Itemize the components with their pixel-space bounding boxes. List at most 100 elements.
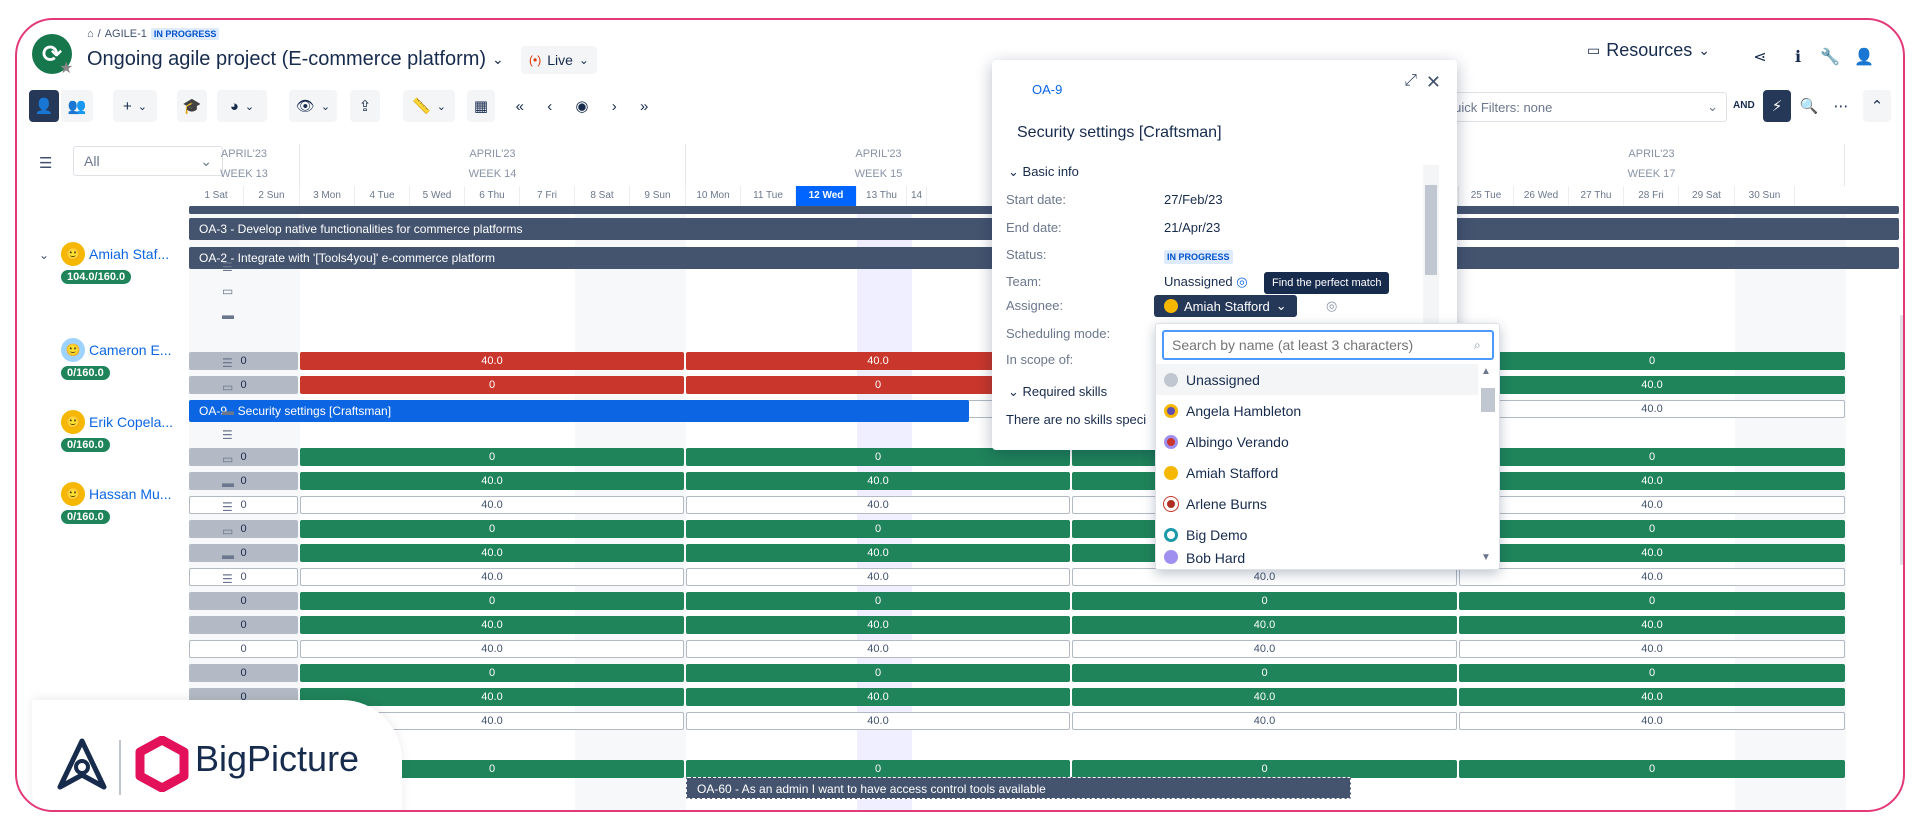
summary-icon[interactable]: ▬ xyxy=(222,404,234,418)
allocation-cell[interactable]: 40.0 xyxy=(686,352,1070,370)
allocation-cell[interactable]: 0 xyxy=(189,640,298,658)
required-skills-section[interactable]: ⌄ Required skills xyxy=(1008,384,1107,400)
person-amiah[interactable]: 🙂 Amiah Staf... xyxy=(61,242,169,266)
start-date-value[interactable]: 27/Feb/23 xyxy=(1164,192,1223,207)
allocation-cell[interactable]: 40.0 xyxy=(1459,568,1845,586)
task-list-icon[interactable]: ☰ xyxy=(222,428,233,442)
allocation-cell[interactable]: 40.0 xyxy=(300,472,684,490)
allocation-cell[interactable]: 0 xyxy=(1459,448,1845,466)
allocation-cell[interactable]: 40.0 xyxy=(1072,616,1457,634)
allocation-cell[interactable]: 40.0 xyxy=(300,712,684,730)
allocation-cell[interactable]: 0 xyxy=(1459,760,1845,778)
allocation-cell[interactable]: 40.0 xyxy=(1459,400,1845,418)
allocation-cell[interactable]: 40.0 xyxy=(1459,640,1845,658)
status-value[interactable]: IN PROGRESS xyxy=(1164,248,1233,264)
and-toggle[interactable]: AND xyxy=(1733,100,1755,111)
allocation-cell[interactable]: 0 xyxy=(1459,352,1845,370)
option-albingo[interactable]: Albingo Verando xyxy=(1156,426,1478,457)
allocation-cell[interactable]: 0 xyxy=(1459,592,1845,610)
view-button[interactable]: 👁 ⌄ xyxy=(289,90,337,122)
allocation-cell[interactable]: 40.0 xyxy=(686,640,1070,658)
lightning-button[interactable]: ⚡ xyxy=(1763,90,1791,122)
task-list-icon[interactable]: ☰ xyxy=(222,572,233,586)
person-erik[interactable]: 🙂 Erik Copela... xyxy=(61,410,173,434)
allocation-cell[interactable]: 40.0 xyxy=(1459,544,1845,562)
dropdown-scrollbar[interactable]: ▲ ▼ xyxy=(1479,366,1495,566)
status-badge[interactable]: IN PROGRESS xyxy=(150,28,220,40)
allocation-cell[interactable]: 40.0 xyxy=(686,496,1070,514)
person-cameron[interactable]: 🙂 Cameron E... xyxy=(61,338,171,362)
allocation-cell[interactable]: 40.0 xyxy=(686,688,1070,706)
resources-button[interactable]: ▭ Resources ⌄ xyxy=(1587,40,1710,61)
option-unassigned[interactable]: Unassigned xyxy=(1156,364,1478,395)
double-left-icon[interactable]: « xyxy=(515,97,524,115)
allocation-cell[interactable]: 0 xyxy=(189,568,298,586)
end-date-value[interactable]: 21/Apr/23 xyxy=(1164,220,1221,235)
allocation-cell[interactable]: 40.0 xyxy=(300,496,684,514)
allocation-cell[interactable]: 40.0 xyxy=(686,544,1070,562)
allocation-cell[interactable]: 0 xyxy=(1072,592,1457,610)
allocation-cell[interactable]: 40.0 xyxy=(686,472,1070,490)
expand-icon[interactable]: ⤢ xyxy=(1404,72,1417,89)
scroll-down-icon[interactable]: ▼ xyxy=(1481,552,1491,563)
allocation-cell[interactable]: 0 xyxy=(686,376,1070,394)
allocation-cell[interactable]: 0 xyxy=(300,376,684,394)
option-big-demo[interactable]: Big Demo xyxy=(1156,519,1478,550)
allocation-cell[interactable]: 0 xyxy=(1459,664,1845,682)
allocation-cell[interactable]: 0 xyxy=(686,664,1070,682)
scroll-up-icon[interactable]: ▲ xyxy=(1481,366,1491,377)
vertical-scrollbar[interactable] xyxy=(1900,315,1903,565)
allocation-cell[interactable]: 40.0 xyxy=(1459,616,1845,634)
allocation-cell[interactable]: 0 xyxy=(300,664,684,682)
assignee-select[interactable]: Amiah Stafford ⌄ xyxy=(1154,295,1297,317)
issue-bar-oa9[interactable]: OA-9 - Security settings [Craftsman] xyxy=(189,400,969,422)
option-arlene[interactable]: Arlene Burns xyxy=(1156,488,1478,519)
skills-button[interactable]: 🎓 xyxy=(177,90,207,122)
allocation-cell[interactable]: 40.0 xyxy=(1459,688,1845,706)
allocation-cell[interactable]: 0 xyxy=(189,448,298,466)
allocation-cell[interactable]: 0 xyxy=(189,544,298,562)
allocation-cell[interactable]: 0 xyxy=(686,592,1070,610)
target-icon[interactable]: ◎ xyxy=(1236,274,1248,289)
wrench-icon[interactable]: 🔧 xyxy=(1820,49,1840,66)
export-button[interactable]: ⇪ xyxy=(350,90,380,122)
allocation-cell[interactable]: 40.0 xyxy=(300,640,684,658)
target-icon[interactable]: ◉ xyxy=(575,98,589,115)
allocation-cell[interactable]: 40.0 xyxy=(686,568,1070,586)
allocation-cell[interactable]: 0 xyxy=(300,592,684,610)
quick-filters-select[interactable]: Quick Filters: none ⌄ xyxy=(1437,92,1727,122)
allocation-cell[interactable]: 40.0 xyxy=(300,352,684,370)
allocation-cell[interactable]: 40.0 xyxy=(300,544,684,562)
list-icon[interactable]: ☰ xyxy=(39,155,53,172)
live-button[interactable]: (•) Live ⌄ xyxy=(521,46,597,74)
allocation-cell[interactable]: 0 xyxy=(189,520,298,538)
allocation-cell[interactable]: 0 xyxy=(300,448,684,466)
popover-scrollbar[interactable] xyxy=(1423,165,1439,335)
capacity-icon[interactable]: ▭ xyxy=(222,380,234,394)
allocation-cell[interactable]: 0 xyxy=(686,520,1070,538)
summary-icon[interactable]: ▬ xyxy=(222,308,234,322)
star-icon[interactable]: ★ xyxy=(59,60,74,77)
allocation-cell[interactable]: 40.0 xyxy=(1072,712,1457,730)
allocation-cell[interactable]: 0 xyxy=(189,592,298,610)
option-amiah[interactable]: Amiah Stafford xyxy=(1156,457,1478,488)
summary-icon[interactable]: ▬ xyxy=(222,476,234,490)
filter-select[interactable]: All ⌄ xyxy=(73,146,223,176)
allocation-cell[interactable]: 40.0 xyxy=(1072,568,1457,586)
allocation-cell[interactable]: 40.0 xyxy=(686,616,1070,634)
capacity-icon[interactable]: ▭ xyxy=(222,524,234,538)
dashboard-button[interactable]: ◕ ⌄ xyxy=(217,90,267,122)
add-button[interactable]: + ⌄ xyxy=(113,90,157,122)
allocation-cell[interactable]: 0 xyxy=(189,496,298,514)
allocation-cell[interactable]: 0 xyxy=(189,376,298,394)
info-icon[interactable]: ℹ xyxy=(1794,49,1802,66)
allocation-cell[interactable]: 0 xyxy=(189,616,298,634)
home-icon[interactable]: ⌂ xyxy=(87,28,94,40)
person-hassan[interactable]: 🙂 Hassan Mu... xyxy=(61,482,171,506)
allocation-cell[interactable]: 0 xyxy=(1072,664,1457,682)
double-right-icon[interactable]: » xyxy=(639,97,649,115)
summary-icon[interactable]: ▬ xyxy=(222,548,234,562)
collapse-button[interactable]: ⌃ xyxy=(1863,90,1891,122)
allocation-cell[interactable]: 0 xyxy=(189,472,298,490)
allocation-cell[interactable]: 40.0 xyxy=(300,616,684,634)
